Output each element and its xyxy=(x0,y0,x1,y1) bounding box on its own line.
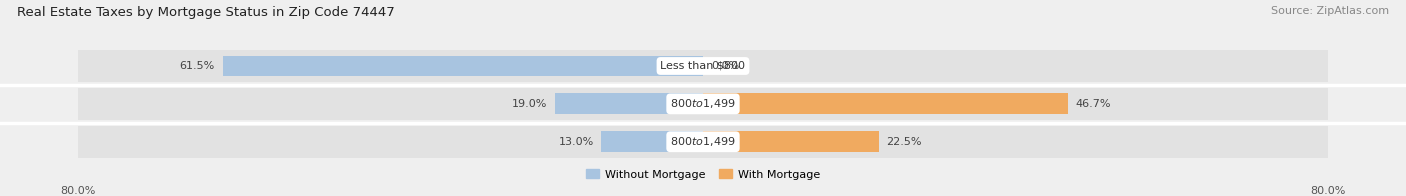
Text: Less than $800: Less than $800 xyxy=(661,61,745,71)
Text: Source: ZipAtlas.com: Source: ZipAtlas.com xyxy=(1271,6,1389,16)
Text: 46.7%: 46.7% xyxy=(1076,99,1111,109)
Bar xyxy=(222,56,703,76)
Text: $800 to $1,499: $800 to $1,499 xyxy=(671,97,735,110)
Bar xyxy=(602,131,703,152)
Bar xyxy=(554,93,703,114)
Text: 22.5%: 22.5% xyxy=(887,137,922,147)
Text: 0.0%: 0.0% xyxy=(711,61,740,71)
Bar xyxy=(703,131,879,152)
Bar xyxy=(79,126,1327,158)
Text: 61.5%: 61.5% xyxy=(180,61,215,71)
Bar xyxy=(79,50,1327,82)
Bar xyxy=(79,88,1327,120)
Text: Real Estate Taxes by Mortgage Status in Zip Code 74447: Real Estate Taxes by Mortgage Status in … xyxy=(17,6,395,19)
Text: 19.0%: 19.0% xyxy=(512,99,547,109)
Text: $800 to $1,499: $800 to $1,499 xyxy=(671,135,735,148)
Legend: Without Mortgage, With Mortgage: Without Mortgage, With Mortgage xyxy=(582,165,824,184)
Bar xyxy=(703,93,1067,114)
Text: 13.0%: 13.0% xyxy=(558,137,593,147)
